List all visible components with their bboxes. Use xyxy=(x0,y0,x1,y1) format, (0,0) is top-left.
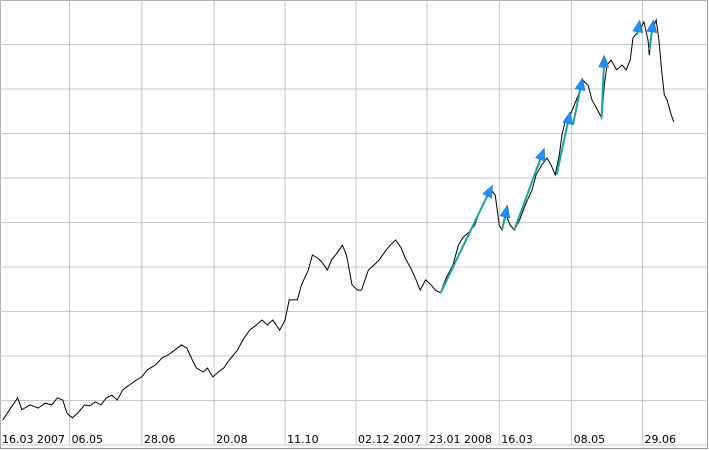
price-line xyxy=(2,18,675,421)
signal-arrow-shaft xyxy=(648,31,653,50)
x-tick-label: 23.01 2008 xyxy=(429,433,492,446)
signal-arrow-head xyxy=(562,111,573,125)
signal-arrow-shaft xyxy=(501,216,506,231)
signal-arrow-shaft xyxy=(555,123,569,176)
marks xyxy=(2,18,675,421)
signal-arrow-shaft xyxy=(600,67,605,118)
signal-arrow-head xyxy=(574,77,586,91)
signal-arrow-head xyxy=(499,204,511,219)
signal-arrow-shaft xyxy=(513,159,542,231)
x-tick-label: 29.06 xyxy=(645,433,677,446)
signal-arrow-head xyxy=(646,19,658,33)
signal-arrow-head xyxy=(632,19,643,34)
signal-arrow-head xyxy=(598,54,610,68)
x-tick-label: 28.06 xyxy=(144,433,176,446)
x-tick-label: 11.10 xyxy=(287,433,319,446)
signal-arrow-shaft xyxy=(571,89,582,126)
signal-arrow-head xyxy=(482,184,493,199)
labels: 16.03 2007 06.05 28.06 20.08 11.10 02.12 2007… xyxy=(2,433,676,446)
x-tick-label: 16.03 2007 xyxy=(2,433,65,446)
signal-arrow-head xyxy=(535,147,546,162)
x-tick-label: 06.05 xyxy=(72,433,104,446)
x-tick-label: 20.08 xyxy=(216,433,248,446)
signal-arrow-shaft xyxy=(439,195,489,294)
x-tick-label: 08.05 xyxy=(574,433,606,446)
x-tick-label: 16.03 xyxy=(501,433,532,446)
x-tick-label: 02.12 2007 xyxy=(358,433,421,446)
signal-arrow-shaft xyxy=(636,31,639,36)
